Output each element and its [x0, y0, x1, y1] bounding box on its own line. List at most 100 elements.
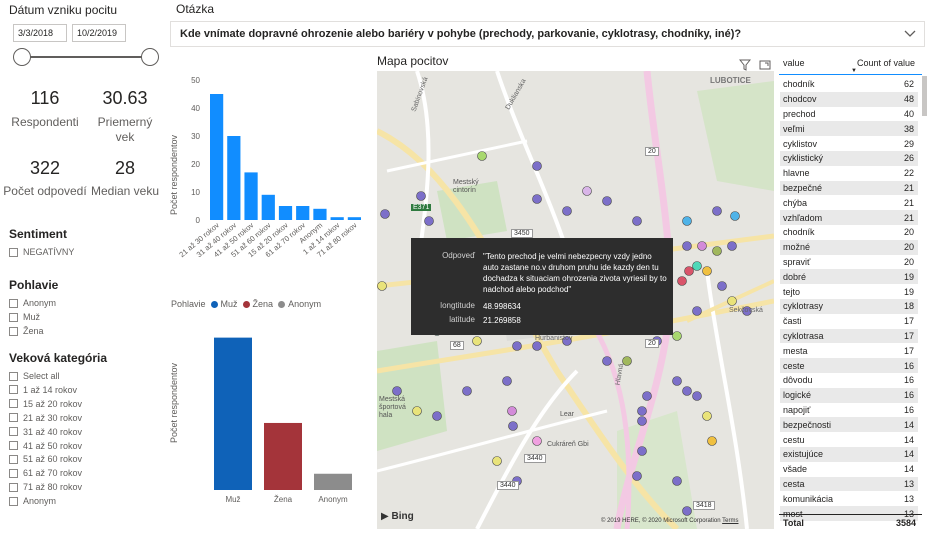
map-marker[interactable]: [642, 391, 652, 401]
table-row[interactable]: hlavne 22: [780, 166, 918, 181]
map-marker[interactable]: [730, 211, 740, 221]
table-row[interactable]: existujúce 14: [780, 447, 918, 462]
table-row[interactable]: chýba 21: [780, 195, 918, 210]
checkbox[interactable]: [9, 247, 18, 257]
bar[interactable]: [314, 473, 352, 490]
map-marker[interactable]: [602, 356, 612, 366]
map-marker[interactable]: [477, 151, 487, 161]
map-marker[interactable]: [622, 356, 632, 366]
map-marker[interactable]: [682, 506, 692, 516]
map-marker[interactable]: [692, 306, 702, 316]
map-marker[interactable]: [472, 336, 482, 346]
table-row[interactable]: cyklotrasa 17: [780, 328, 918, 344]
table-row[interactable]: chodcov 48: [780, 91, 918, 107]
checkbox[interactable]: [9, 496, 18, 506]
terms-link[interactable]: Terms: [722, 518, 739, 524]
table-header-value[interactable]: value: [783, 58, 805, 68]
table-row[interactable]: napojiť 16: [780, 403, 918, 418]
map-marker[interactable]: [742, 306, 752, 316]
map-marker[interactable]: [712, 206, 722, 216]
checkbox[interactable]: [9, 468, 18, 478]
age-option[interactable]: 51 až 60 rokov: [9, 453, 82, 465]
bar[interactable]: [313, 208, 327, 220]
map-marker[interactable]: [432, 411, 442, 421]
table-row[interactable]: cyklistov 29: [780, 136, 918, 151]
table-row[interactable]: časti 17: [780, 314, 918, 329]
legend-label-muz[interactable]: Muž: [220, 299, 238, 309]
filter-icon[interactable]: [738, 58, 752, 76]
table-row[interactable]: veľmi 38: [780, 121, 918, 137]
legend-label-zena[interactable]: Žena: [252, 299, 274, 309]
bar[interactable]: [278, 206, 293, 220]
date-end-input[interactable]: 10/2/2019: [72, 24, 126, 42]
map-marker[interactable]: [682, 386, 692, 396]
map-marker[interactable]: [717, 281, 727, 291]
map-marker[interactable]: [707, 436, 717, 446]
date-slider-track[interactable]: [22, 56, 150, 58]
map-marker[interactable]: [672, 331, 682, 341]
table-row[interactable]: prechod 40: [780, 107, 918, 122]
bar[interactable]: [244, 172, 258, 220]
table-row[interactable]: bezpečnosti 14: [780, 417, 918, 433]
map-marker[interactable]: [702, 411, 712, 421]
map-marker[interactable]: [412, 406, 422, 416]
table-header-count[interactable]: Count of value: [856, 58, 915, 68]
checkbox[interactable]: [9, 413, 18, 423]
date-slider-start-handle[interactable]: [13, 48, 31, 66]
date-start-input[interactable]: 3/3/2018: [13, 24, 67, 42]
table-row[interactable]: logické 16: [780, 387, 918, 403]
table-row[interactable]: všade 14: [780, 462, 918, 477]
table-row[interactable]: možné 20: [780, 239, 918, 255]
bar[interactable]: [214, 337, 252, 490]
bar[interactable]: [261, 194, 275, 220]
map-marker[interactable]: [702, 266, 712, 276]
map-marker[interactable]: [632, 471, 642, 481]
gender-option-muz[interactable]: Muž: [9, 311, 40, 323]
checkbox[interactable]: [9, 399, 18, 409]
age-option[interactable]: 31 až 40 rokov: [9, 426, 82, 438]
checkbox[interactable]: [9, 427, 18, 437]
bar[interactable]: [210, 94, 224, 220]
table-row[interactable]: bezpečné 21: [780, 180, 918, 196]
map-marker[interactable]: [508, 421, 518, 431]
focus-mode-icon[interactable]: [759, 58, 771, 76]
table-row[interactable]: tejto 19: [780, 284, 918, 299]
date-slider-end-handle[interactable]: [141, 48, 159, 66]
map-marker[interactable]: [377, 281, 387, 291]
question-dropdown[interactable]: Kde vnímate dopravné ohrozenie alebo bar…: [170, 21, 925, 47]
map-marker[interactable]: [692, 261, 702, 271]
map-marker[interactable]: [507, 406, 517, 416]
table-row[interactable]: chodník 62: [780, 77, 918, 92]
map-marker[interactable]: [380, 209, 390, 219]
map-marker[interactable]: [416, 191, 426, 201]
table-row[interactable]: cesta 13: [780, 476, 918, 492]
age-option[interactable]: 21 až 30 rokov: [9, 412, 82, 424]
age-option[interactable]: 71 až 80 rokov: [9, 481, 82, 493]
map-marker[interactable]: [632, 216, 642, 226]
bar[interactable]: [264, 422, 302, 490]
checkbox[interactable]: [9, 482, 18, 492]
map-marker[interactable]: [682, 216, 692, 226]
bar[interactable]: [330, 217, 344, 220]
table-row[interactable]: komunikácia 13: [780, 491, 918, 506]
age-option[interactable]: Select all: [9, 370, 60, 382]
age-option[interactable]: 41 až 50 rokov: [9, 440, 82, 452]
gender-option-anonym[interactable]: Anonym: [9, 297, 56, 309]
map-marker[interactable]: [562, 336, 572, 346]
table-row[interactable]: cestu 14: [780, 432, 918, 447]
age-option[interactable]: 1 až 14 rokov: [9, 384, 77, 396]
map-marker[interactable]: [562, 206, 572, 216]
map-marker[interactable]: [692, 391, 702, 401]
map-marker[interactable]: [727, 296, 737, 306]
table-scrollbar[interactable]: [922, 76, 927, 116]
map-marker[interactable]: [697, 241, 707, 251]
checkbox[interactable]: [9, 312, 18, 322]
table-row[interactable]: dobré 19: [780, 269, 918, 285]
bar[interactable]: [296, 206, 310, 220]
map-marker[interactable]: [677, 276, 687, 286]
map-marker[interactable]: [532, 194, 542, 204]
map-marker[interactable]: [637, 416, 647, 426]
map-marker[interactable]: [424, 216, 434, 226]
checkbox[interactable]: [9, 441, 18, 450]
map-marker[interactable]: [637, 406, 647, 416]
